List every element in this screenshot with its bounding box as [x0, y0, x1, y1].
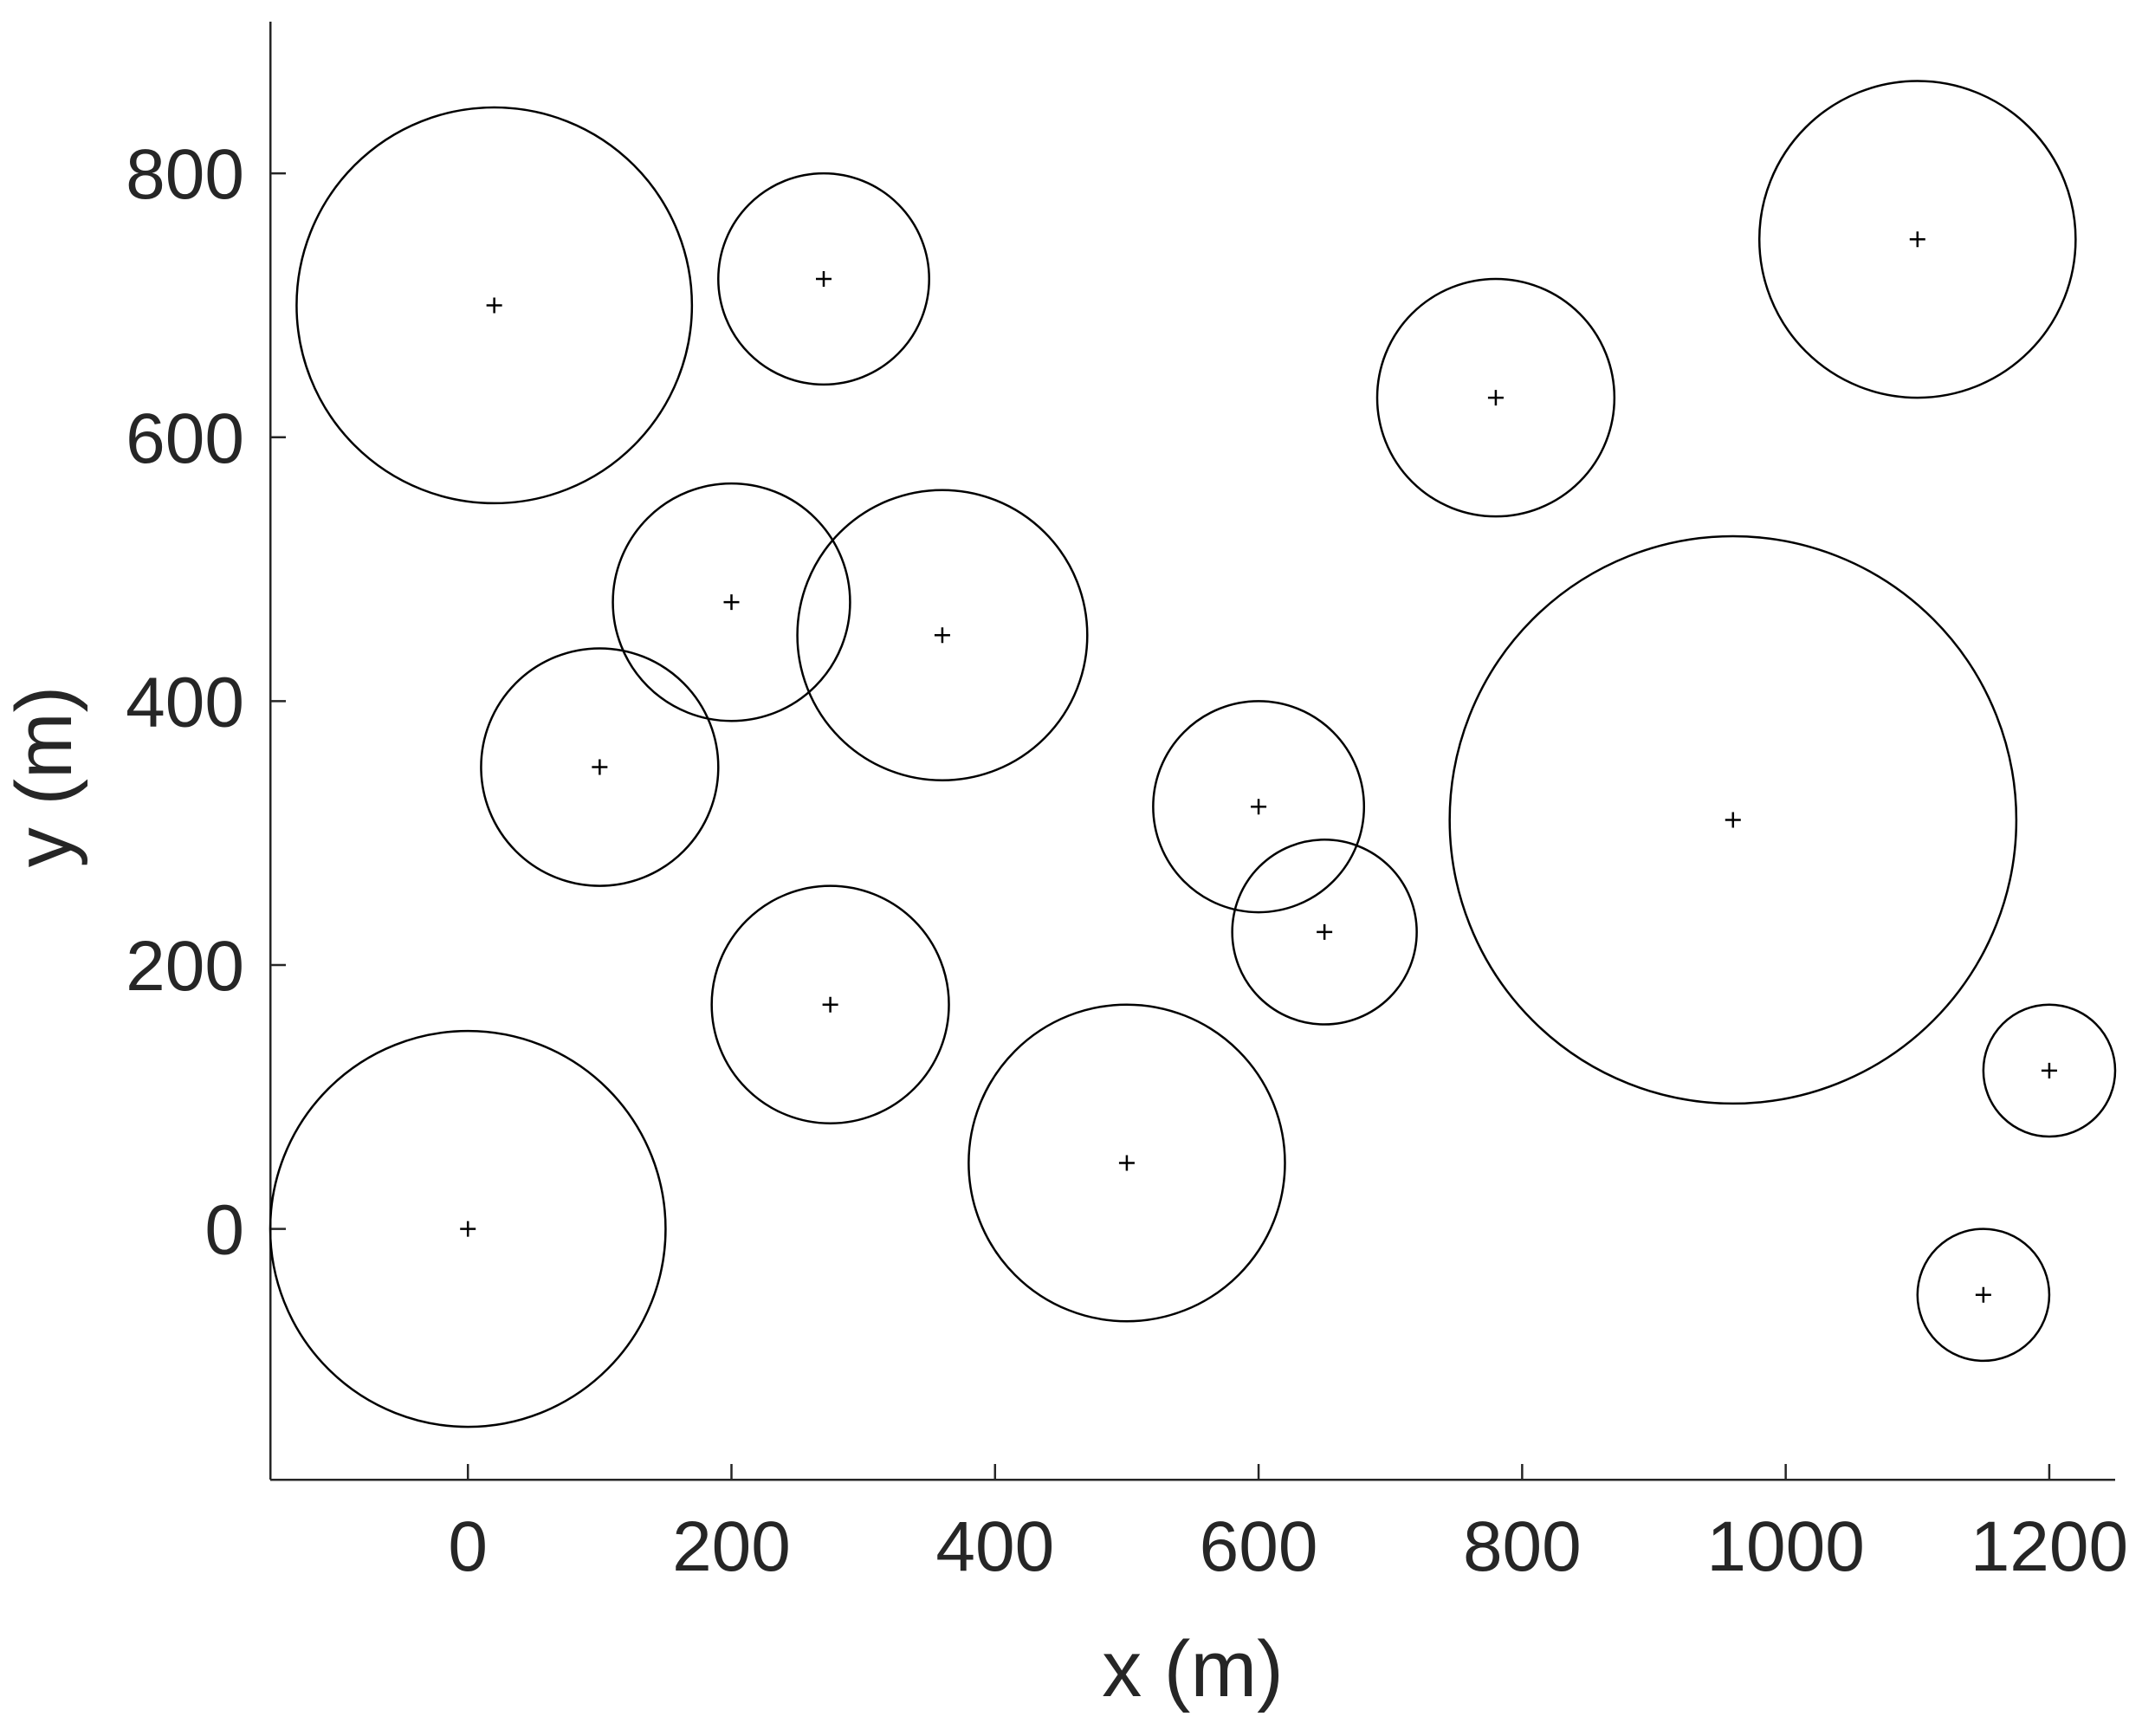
data-point-marker [2041, 1062, 2057, 1079]
data-circle [717, 172, 930, 386]
x-tick-label: 1200 [1971, 1507, 2128, 1586]
x-tick-label: 0 [448, 1507, 488, 1586]
data-circle [269, 1029, 667, 1428]
y-tick-label: 200 [126, 927, 244, 1006]
data-circle [967, 1003, 1286, 1323]
x-tick-label: 800 [1463, 1507, 1582, 1586]
x-tick-label: 1000 [1706, 1507, 1864, 1586]
y-axis-label: y (m) [0, 686, 88, 867]
data-point-marker [822, 996, 838, 1013]
data-circle [1757, 80, 2077, 399]
data-circle [1231, 839, 1418, 1026]
data-point-marker [1251, 799, 1267, 815]
data-circle [480, 647, 720, 887]
plot-marks [269, 80, 2117, 1428]
data-point-marker [1118, 1155, 1135, 1171]
ticks: 0 200 400 600 800 1000 1200 0 200 400 600 800 [126, 135, 2128, 1586]
data-point-marker [1487, 390, 1504, 406]
data-point-marker [723, 594, 740, 611]
data-point-marker [1909, 231, 1925, 248]
data-point-marker [486, 297, 502, 314]
data-circle [1152, 700, 1366, 914]
data-point-marker [1317, 923, 1333, 940]
data-point-marker [1975, 1286, 1991, 1303]
data-circle [1916, 1228, 2051, 1363]
x-tick-label: 400 [935, 1507, 1054, 1586]
y-tick-label: 400 [126, 663, 244, 742]
data-circle [612, 482, 851, 722]
data-point-marker [1725, 812, 1741, 828]
x-axis-label: x (m) [1102, 1625, 1283, 1713]
data-circle [295, 106, 694, 505]
data-circle [710, 884, 950, 1125]
data-circle [796, 489, 1089, 782]
y-tick-label: 600 [126, 399, 244, 478]
data-point-marker [934, 627, 950, 644]
x-tick-label: 200 [672, 1507, 791, 1586]
data-circle [1375, 277, 1616, 518]
data-point-marker [460, 1221, 476, 1237]
y-tick-label: 0 [204, 1191, 244, 1270]
data-circle [1448, 534, 2018, 1105]
data-circle [1982, 1003, 2117, 1138]
data-point-marker [816, 271, 832, 287]
y-tick-label: 800 [126, 135, 244, 214]
data-point-marker [592, 759, 608, 775]
x-tick-label: 600 [1200, 1507, 1318, 1586]
